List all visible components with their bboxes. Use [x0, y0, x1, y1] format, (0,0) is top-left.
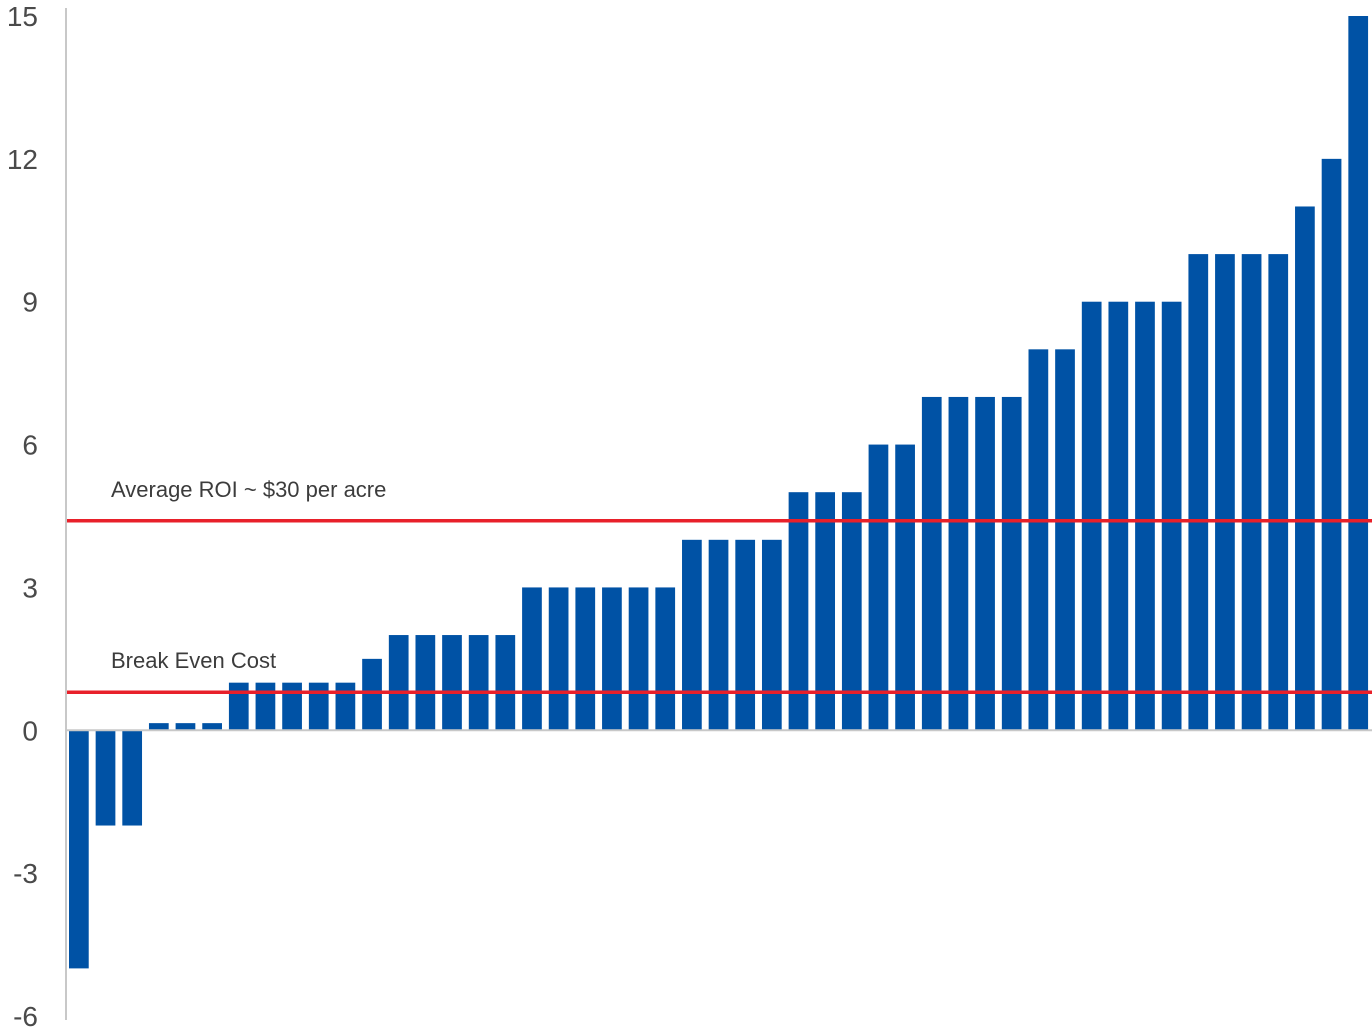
bar	[1321, 158, 1342, 731]
bar	[602, 587, 622, 731]
bar	[815, 492, 836, 731]
bar	[522, 587, 542, 731]
y-tick-label: 0	[22, 715, 38, 746]
bar	[1135, 301, 1155, 731]
bar	[335, 682, 356, 731]
bar	[948, 396, 969, 731]
bar	[495, 635, 516, 731]
bar	[655, 587, 676, 731]
bar	[468, 635, 489, 731]
bar	[1108, 301, 1129, 731]
bar	[975, 396, 995, 731]
bar	[148, 723, 169, 731]
bar	[228, 682, 249, 731]
bar	[1188, 254, 1209, 731]
y-tick-label: 9	[22, 287, 38, 318]
bar	[1028, 349, 1049, 731]
bar	[388, 635, 409, 731]
bar	[1215, 254, 1235, 731]
bar	[761, 539, 782, 731]
bar	[308, 682, 329, 731]
bar	[628, 587, 649, 731]
y-tick-label: 15	[7, 1, 38, 32]
bar	[255, 682, 276, 731]
bar	[95, 730, 116, 826]
y-tick-label: 3	[22, 572, 38, 603]
bar	[69, 730, 89, 969]
bar	[841, 492, 862, 731]
bar	[1001, 396, 1022, 731]
bar	[1161, 301, 1182, 731]
y-tick-label: 6	[22, 430, 38, 461]
bar	[575, 587, 596, 731]
reference-line-label: Average ROI ~ $30 per acre	[111, 477, 386, 502]
bar	[708, 539, 729, 731]
reference-line-label: Break Even Cost	[111, 648, 276, 673]
y-tick-label: -3	[13, 858, 38, 889]
bar	[202, 723, 222, 731]
bar	[682, 539, 702, 731]
y-tick-labels: 15 12 9 6 3 0 -3 -6	[7, 1, 38, 1032]
bar	[122, 730, 143, 826]
bar	[362, 658, 382, 731]
bar	[788, 492, 809, 731]
bar	[868, 444, 889, 731]
bar	[1268, 254, 1289, 731]
bar	[442, 635, 462, 731]
bar	[735, 539, 756, 731]
bar	[1295, 206, 1315, 731]
bar	[1055, 349, 1075, 731]
bar	[175, 723, 196, 731]
bar	[1081, 301, 1102, 731]
bar	[282, 682, 302, 731]
y-tick-label: 12	[7, 144, 38, 175]
bars-layer	[69, 16, 1369, 969]
y-tick-label: -6	[13, 1001, 38, 1030]
bar	[548, 587, 569, 731]
bar	[1348, 16, 1369, 731]
bar	[415, 635, 436, 731]
reference-lines-layer: Average ROI ~ $30 per acre Break Even Cos…	[66, 477, 1372, 694]
bar	[1241, 254, 1262, 731]
bar	[895, 444, 915, 731]
bar	[921, 396, 942, 731]
